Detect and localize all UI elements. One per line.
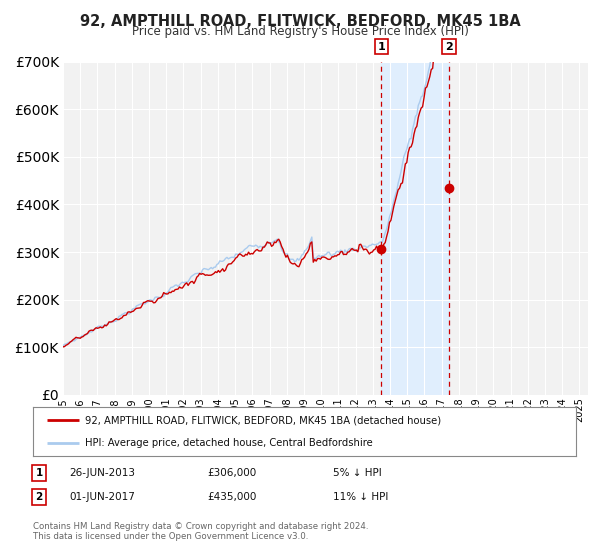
Text: 1: 1 <box>377 41 385 52</box>
Text: Price paid vs. HM Land Registry's House Price Index (HPI): Price paid vs. HM Land Registry's House … <box>131 25 469 38</box>
Text: 92, AMPTHILL ROAD, FLITWICK, BEDFORD, MK45 1BA: 92, AMPTHILL ROAD, FLITWICK, BEDFORD, MK… <box>80 14 520 29</box>
Text: 92, AMPTHILL ROAD, FLITWICK, BEDFORD, MK45 1BA (detached house): 92, AMPTHILL ROAD, FLITWICK, BEDFORD, MK… <box>85 416 441 426</box>
Bar <box>381 62 449 395</box>
Text: 5% ↓ HPI: 5% ↓ HPI <box>333 468 382 478</box>
Text: 11% ↓ HPI: 11% ↓ HPI <box>333 492 388 502</box>
Text: HPI: Average price, detached house, Central Bedfordshire: HPI: Average price, detached house, Cent… <box>85 438 373 448</box>
Text: £306,000: £306,000 <box>207 468 256 478</box>
Text: 2: 2 <box>35 492 43 502</box>
Text: 2: 2 <box>445 41 453 52</box>
Text: 26-JUN-2013: 26-JUN-2013 <box>69 468 135 478</box>
Text: Contains HM Land Registry data © Crown copyright and database right 2024.
This d: Contains HM Land Registry data © Crown c… <box>33 522 368 542</box>
Text: £435,000: £435,000 <box>207 492 256 502</box>
Text: 1: 1 <box>35 468 43 478</box>
Text: 01-JUN-2017: 01-JUN-2017 <box>69 492 135 502</box>
